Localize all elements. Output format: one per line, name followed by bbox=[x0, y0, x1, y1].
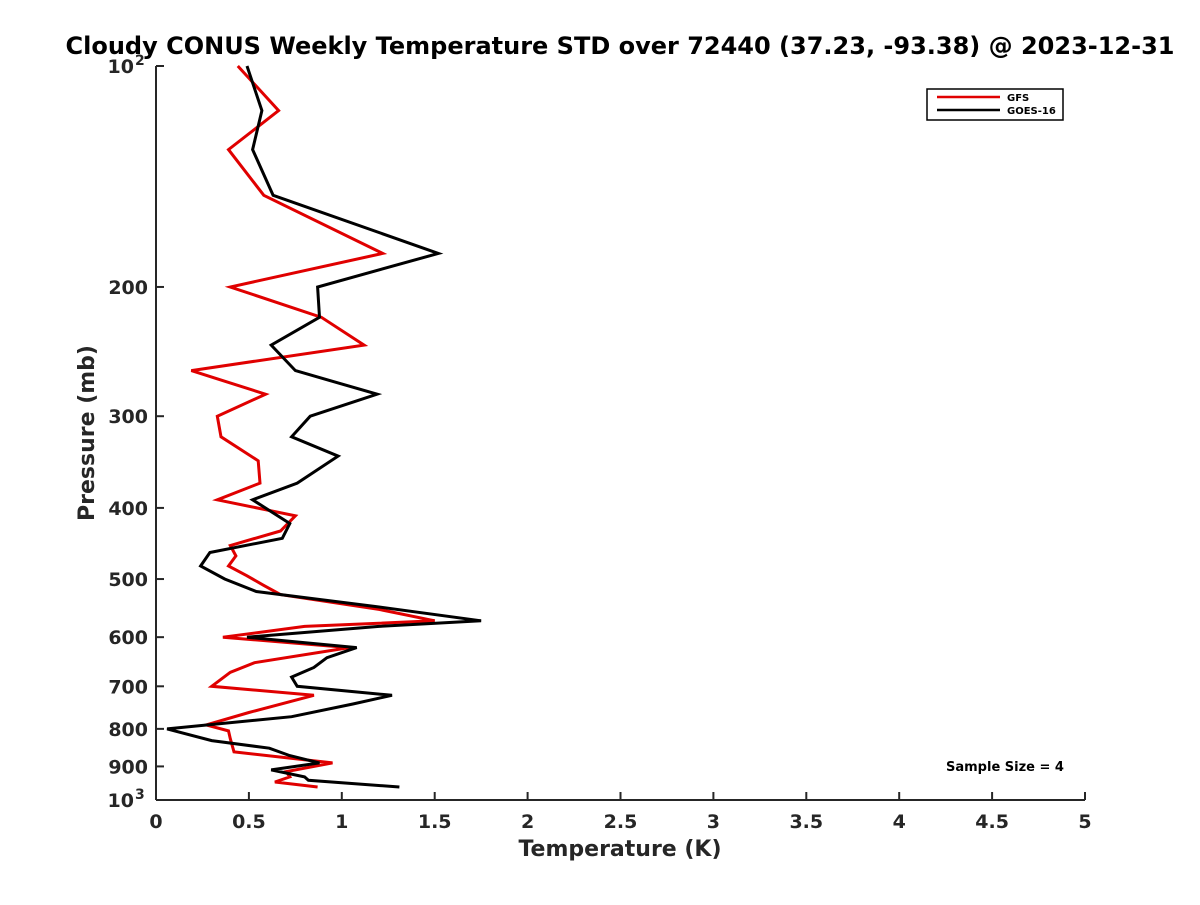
y-tick-label: 700 bbox=[108, 676, 148, 698]
y-tick-label: 800 bbox=[108, 719, 148, 741]
x-tick-label: 2 bbox=[521, 811, 534, 833]
chart-title: Cloudy CONUS Weekly Temperature STD over… bbox=[66, 32, 1175, 60]
y-tick-label: 10 bbox=[108, 790, 134, 812]
y-tick-exponent: 2 bbox=[135, 53, 145, 69]
y-tick-label: 600 bbox=[108, 627, 148, 649]
y-tick-label: 900 bbox=[108, 756, 148, 778]
legend-label-gfs: GFS bbox=[1007, 93, 1029, 104]
x-axis-label: Temperature (K) bbox=[518, 837, 721, 862]
x-tick-label: 0 bbox=[149, 811, 162, 833]
y-tick-label: 200 bbox=[108, 277, 148, 299]
y-tick-label: 10 bbox=[108, 56, 134, 78]
plot-area: 0 0.5 1 1.5 2 2.5 3 3.5 4 4.5 5 10 2200300400500600… bbox=[108, 53, 1092, 833]
x-axis-ticks: 0 0.5 1 1.5 2 2.5 3 3.5 4 4.5 5 bbox=[149, 792, 1092, 833]
x-tick-label: 4.5 bbox=[975, 811, 1009, 833]
y-tick-label: 300 bbox=[108, 406, 148, 428]
y-tick-exponent: 3 bbox=[135, 787, 145, 803]
x-tick-label: 5 bbox=[1078, 811, 1091, 833]
series-group bbox=[166, 64, 482, 789]
y-axis-label: Pressure (mb) bbox=[75, 345, 100, 521]
series-line-goes-16 bbox=[166, 65, 482, 789]
y-tick-label: 500 bbox=[108, 569, 148, 591]
x-tick-label: 3.5 bbox=[789, 811, 823, 833]
y-tick-label: 400 bbox=[108, 498, 148, 520]
x-tick-label: 4 bbox=[893, 811, 906, 833]
x-tick-label: 3 bbox=[707, 811, 720, 833]
x-tick-label: 2.5 bbox=[604, 811, 638, 833]
legend-box bbox=[926, 88, 1064, 121]
legend-label-goes-16: GOES-16 bbox=[1007, 106, 1056, 117]
series-line-gfs bbox=[190, 64, 436, 789]
x-tick-label: 0.5 bbox=[232, 811, 266, 833]
x-tick-label: 1.5 bbox=[418, 811, 452, 833]
x-tick-label: 1 bbox=[335, 811, 348, 833]
sample-size-annotation: Sample Size = 4 bbox=[946, 760, 1064, 775]
legend: GFS GOES-16 bbox=[926, 88, 1064, 121]
